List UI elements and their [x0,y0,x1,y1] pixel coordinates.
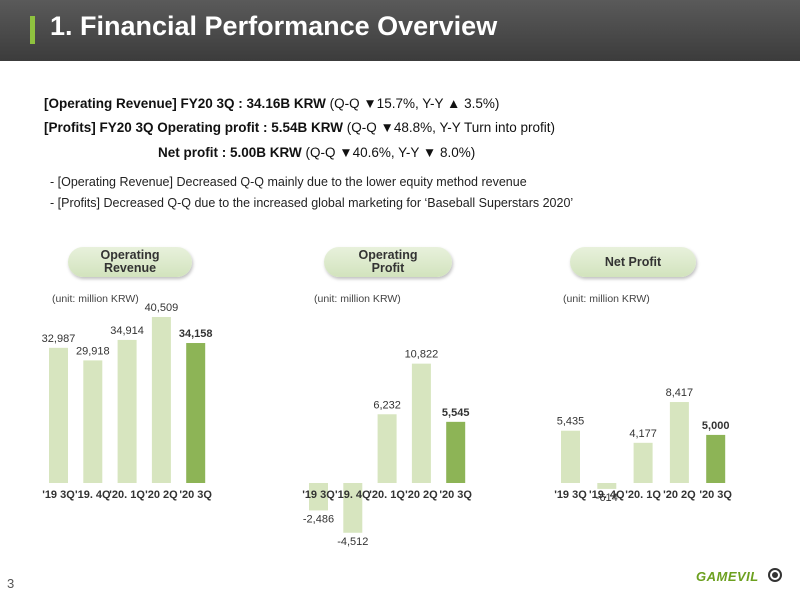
operating-profit-value-label-5: 5,545 [442,407,470,419]
operating-profit-value-label-1: -2,486 [303,513,334,525]
net-profit-value-label-2: -614 [596,492,618,504]
summary-operating-profit: [Profits] FY20 3Q Operating profit : 5.5… [44,120,555,135]
operating-profit-bar-2 [343,483,363,533]
summary-net-profit-rest: (Q-Q ▼40.6%, Y-Y ▼ 8.0%) [301,145,476,160]
summary-revenue-rest: (Q-Q ▼15.7%, Y-Y ▲ 3.5%) [325,96,500,111]
gamevil-logo: GAMEVIL [696,569,759,584]
operating-profit-value-label-2: -4,512 [337,536,368,548]
summary-net-profit: Net profit : 5.00B KRW (Q-Q ▼40.6%, Y-Y … [158,145,475,160]
operating-revenue-value-label-4: 40,509 [145,302,179,314]
page-number: 3 [7,576,15,591]
net-profit-value-label-3: 4,177 [629,428,657,440]
net-profit-bar-2 [597,483,617,489]
chart-title-operating-revenue: Operating Revenue [68,247,192,277]
operating-profit-category-label-1: '19 3Q [302,489,335,501]
net-profit-bar-1 [561,430,580,483]
note-revenue: - [Operating Revenue] Decreased Q-Q main… [50,175,527,189]
operating-revenue-bar-1 [49,347,68,483]
operating-revenue-bar-5 [186,343,206,483]
net-profit-value-label-4: 8,417 [666,387,694,399]
operating-profit-category-label-5: '20 3Q [439,489,472,501]
summary-revenue-bold: [Operating Revenue] FY20 3Q : 34.16B KRW [44,96,326,111]
net-profit-bar-3 [633,442,653,483]
operating-revenue-value-label-5: 34,158 [179,328,213,340]
page-title: 1. Financial Performance Overview [50,11,498,41]
net-profit-bar-5 [706,434,726,483]
slide-header: 1. Financial Performance Overview [0,0,800,61]
operating-profit-category-label-2: '19. 4Q [335,489,371,501]
operating-profit-value-label-4: 10,822 [405,349,439,361]
operating-revenue-bar-4 [151,316,171,483]
header-accent-bar [30,16,35,44]
operating-revenue-value-label-3: 34,914 [110,325,144,337]
operating-revenue-value-label-2: 29,918 [76,345,110,357]
operating-revenue-category-label-5: '20 3Q [179,489,212,501]
operating-profit-bar-3 [377,414,397,483]
net-profit-category-label-1: '19 3Q [554,489,587,501]
net-profit-category-label-3: '20. 1Q [625,489,661,501]
chart-title-operating-profit: Operating Profit [324,247,452,277]
chart-title-net-profit: Net Profit [570,247,696,277]
operating-profit-bar-5 [446,421,466,483]
net-profit-value-label-1: 5,435 [557,416,585,428]
operating-revenue-bar-3 [117,339,137,483]
net-profit-category-label-5: '20 3Q [699,489,732,501]
operating-revenue-category-label-3: '20. 1Q [109,489,145,501]
summary-net-profit-bold: Net profit : 5.00B KRW [158,145,302,160]
operating-revenue-category-label-2: '19. 4Q [75,489,111,501]
summary-operating-profit-bold: [Profits] FY20 3Q Operating profit : 5.5… [44,120,344,135]
unit-label-net-profit: (unit: million KRW) [563,293,650,305]
unit-label-operating-profit: (unit: million KRW) [314,293,401,305]
operating-profit-value-label-3: 6,232 [373,399,401,411]
logo-icon [768,568,782,582]
note-profits: - [Profits] Decreased Q-Q due to the inc… [50,196,574,210]
operating-revenue-bar-2 [83,360,103,483]
summary-operating-profit-rest: (Q-Q ▼48.8%, Y-Y Turn into profit) [343,120,555,135]
unit-label-revenue: (unit: million KRW) [52,293,139,305]
net-profit-bar-4 [669,402,689,483]
net-profit-value-label-5: 5,000 [702,420,730,432]
operating-profit-category-label-3: '20. 1Q [369,489,405,501]
operating-profit-bar-4 [411,363,431,483]
operating-revenue-category-label-1: '19 3Q [42,489,75,501]
operating-revenue-category-label-4: '20 2Q [145,489,178,501]
operating-profit-category-label-4: '20 2Q [405,489,438,501]
net-profit-category-label-4: '20 2Q [663,489,696,501]
operating-profit-bar-1 [309,483,328,511]
operating-revenue-value-label-1: 32,987 [42,333,76,345]
summary-revenue: [Operating Revenue] FY20 3Q : 34.16B KRW… [44,96,499,111]
net-profit-category-label-2: '19. 4Q [589,489,625,501]
